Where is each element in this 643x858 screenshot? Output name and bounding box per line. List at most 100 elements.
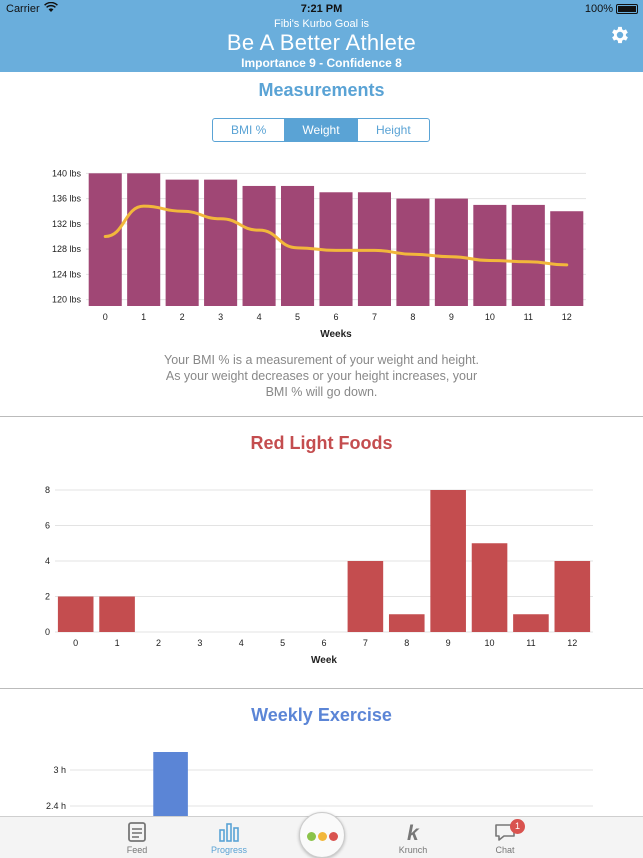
x-tick-label: 10 [485, 638, 495, 648]
x-tick-label: 11 [526, 638, 535, 648]
bar [513, 614, 549, 632]
x-tick-label: 7 [363, 638, 368, 648]
x-tick-label: 4 [239, 638, 244, 648]
y-tick-label: 2 [45, 592, 50, 602]
x-tick-label: 9 [449, 312, 454, 322]
y-tick-label: 132 lbs [52, 219, 82, 229]
x-tick-label: 11 [524, 312, 533, 322]
measurements-title: Measurements [258, 80, 385, 100]
y-tick-label: 128 lbs [52, 244, 82, 254]
red-dot-icon [329, 832, 338, 841]
bar [204, 179, 238, 306]
bar [473, 204, 507, 306]
bar [511, 204, 545, 306]
x-tick-label: 1 [141, 312, 146, 322]
tab-feed-label: Feed [126, 845, 148, 855]
x-tick-label: 8 [410, 312, 415, 322]
x-tick-label: 2 [156, 638, 161, 648]
x-tick-label: 5 [280, 638, 285, 648]
x-tick-label: 9 [446, 638, 451, 648]
x-tick-label: 6 [321, 638, 326, 648]
chat-badge: 1 [510, 819, 525, 834]
bar [471, 543, 508, 632]
x-tick-label: 8 [404, 638, 409, 648]
goal-header: Fibi's Kurbo Goal is Be A Better Athlete… [0, 18, 643, 72]
battery-icon [616, 4, 638, 14]
tab-progress[interactable]: Progress [189, 817, 269, 858]
trend-line [103, 204, 569, 267]
weight-chart: 120 lbs 124 lbs 128 lbs 132 lbs 136 lbs 140 l… [52, 168, 586, 340]
x-tick-label: 7 [372, 312, 377, 322]
gear-icon[interactable] [609, 24, 631, 46]
feed-icon [128, 822, 146, 842]
bar [434, 198, 468, 306]
battery-percent: 100% [584, 3, 613, 15]
tab-feed[interactable]: Feed [97, 817, 177, 858]
status-bar: Carrier 7:21 PM 100% [0, 0, 643, 18]
x-tick-label: 5 [295, 312, 300, 322]
carrier-label: Carrier [6, 3, 40, 15]
tab-progress-label: Progress [210, 845, 247, 855]
y-tick-label: 136 lbs [52, 194, 82, 204]
measurement-segmented-control: BMI % Weight Height [212, 118, 430, 142]
y-tick-label: 8 [45, 485, 50, 495]
bar [57, 596, 94, 632]
x-tick-label: 10 [485, 312, 495, 322]
krunch-icon: k [407, 822, 420, 843]
x-tick-label: 12 [562, 312, 572, 322]
wifi-icon [44, 1, 58, 16]
bar [388, 614, 425, 632]
green-dot-icon [307, 832, 316, 841]
tab-height[interactable]: Height [375, 123, 411, 137]
bar [347, 561, 384, 632]
y-tick-label: 2.4 h [46, 801, 66, 811]
tab-bmi[interactable]: BMI % [213, 119, 286, 141]
goal-title: Be A Better Athlete [226, 30, 417, 55]
y-tick-label: 6 [45, 521, 50, 531]
bar [430, 490, 466, 632]
y-tick-label: 0 [45, 627, 50, 637]
tab-weight[interactable]: Weight [285, 119, 358, 141]
tab-krunch[interactable]: k Krunch [373, 817, 453, 858]
x-tick-label: 0 [73, 638, 78, 648]
x-tick-label: 3 [197, 638, 202, 648]
goal-subtitle: Fibi's Kurbo Goal is [273, 18, 370, 30]
x-tick-label: 2 [180, 312, 185, 322]
traffic-light-button[interactable] [299, 812, 345, 858]
y-tick-label: 120 lbs [52, 295, 82, 305]
bar [242, 185, 276, 306]
bar [153, 752, 188, 816]
goal-metrics: Importance 9 - Confidence 8 [241, 56, 402, 70]
x-tick-label: 3 [218, 312, 223, 322]
x-axis-label: Weeks [320, 329, 352, 340]
bar [554, 561, 591, 632]
y-tick-label: 140 lbs [52, 168, 82, 178]
tab-krunch-label: Krunch [398, 845, 428, 855]
y-tick-label: 3 h [53, 765, 66, 775]
bar [550, 211, 584, 306]
exercise-title: Weekly Exercise [251, 705, 392, 725]
x-tick-label: 0 [103, 312, 108, 322]
y-tick-label: 4 [45, 556, 50, 566]
x-tick-label: 12 [567, 638, 577, 648]
tab-chat[interactable]: Chat [465, 817, 545, 858]
bmi-note: Your BMI % is a measurement of your weig… [164, 353, 479, 399]
exercise-chart: 2.4 h 3 h [46, 752, 593, 816]
bar-chart-icon [219, 823, 239, 842]
section-divider [0, 688, 643, 689]
section-divider [0, 416, 643, 417]
bar [165, 179, 199, 306]
bar [127, 173, 161, 306]
red-light-title: Red Light Foods [250, 433, 393, 453]
yellow-dot-icon [318, 832, 327, 841]
svg-text:k: k [407, 822, 420, 843]
tab-chat-label: Chat [495, 845, 515, 855]
bar [99, 596, 135, 632]
x-tick-label: 1 [115, 638, 120, 648]
y-tick-label: 124 lbs [52, 269, 82, 279]
bar [88, 173, 122, 306]
x-tick-label: 6 [333, 312, 338, 322]
clock: 7:21 PM [300, 3, 343, 15]
x-axis-label: Week [311, 655, 337, 666]
